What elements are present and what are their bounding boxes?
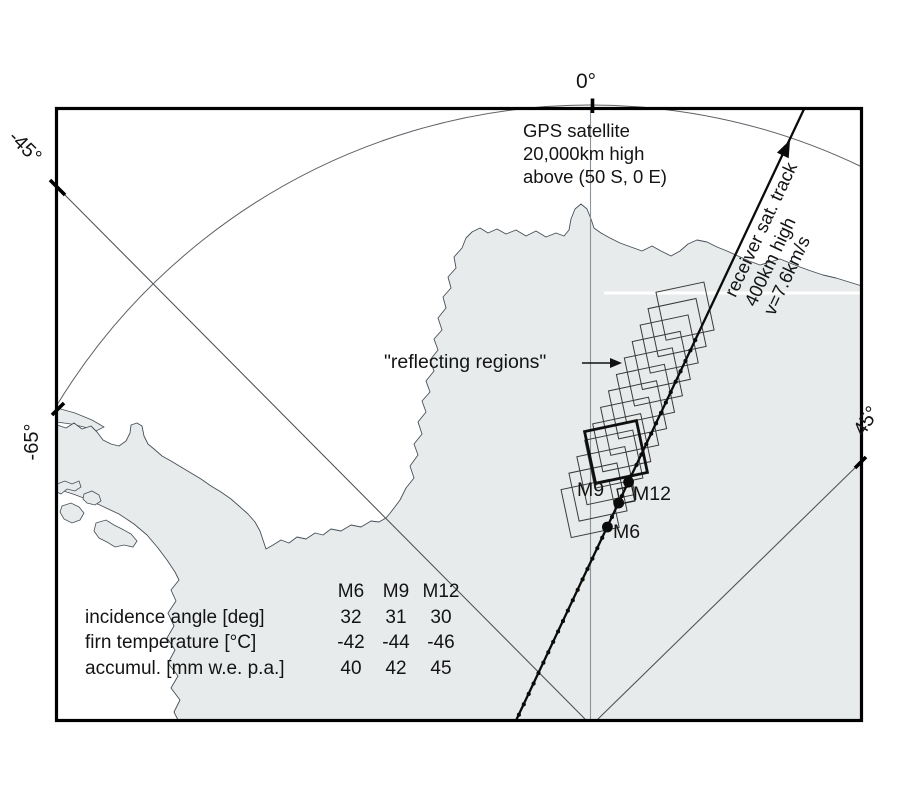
- track-dots: [575, 587, 580, 592]
- cell-accumul-m6: 40: [340, 657, 362, 679]
- cell-firn-m9: -44: [382, 632, 410, 653]
- cell-firn-m12: -46: [427, 632, 455, 653]
- track-dots: [585, 567, 590, 572]
- track-dots: [639, 452, 644, 457]
- track-dots: [560, 619, 566, 624]
- table-col-m9: M9: [382, 581, 410, 602]
- row-label-firn-temp: firn temperature [°C]: [85, 632, 257, 653]
- cell-incidence-m12: 30: [430, 606, 452, 628]
- scan-artifact-line: [604, 291, 880, 295]
- reflecting-squares: [576, 445, 636, 506]
- track-dots: [658, 410, 664, 415]
- gps-annotation-line2: 20,000km high: [523, 143, 645, 164]
- track-dots: [516, 712, 521, 717]
- track-dots: [595, 546, 600, 551]
- reflecting-squares: [599, 396, 660, 456]
- track-dots: [551, 639, 556, 644]
- track-dots: [688, 348, 693, 353]
- marker-dot-m9: [613, 497, 625, 509]
- reflecting-squares: [631, 330, 691, 391]
- track-dots: [609, 514, 615, 520]
- track-dots: [693, 338, 698, 343]
- gps-annotation-line3: above (50 S, 0 E): [523, 166, 667, 187]
- track-dots: [668, 390, 673, 395]
- track-dots: [644, 442, 649, 447]
- table-col-m6: M6: [337, 581, 365, 602]
- island: [56, 480, 82, 495]
- track-dots: [570, 598, 575, 603]
- track-dots: [580, 577, 585, 582]
- track-dots: [673, 379, 678, 384]
- cell-incidence-m6: 32: [340, 606, 362, 628]
- reflecting-regions-label: "reflecting regions": [384, 351, 547, 373]
- marker-dot-m6: [602, 521, 613, 533]
- table-col-m12: M12: [422, 581, 460, 602]
- track-dots: [526, 691, 531, 696]
- reflecting-squares: [623, 347, 684, 407]
- row-label-accumul: accumul. [mm w.e. p.a.]: [85, 657, 285, 679]
- track-dots: [678, 369, 683, 374]
- cell-firn-m6: -42: [337, 632, 365, 653]
- latitude-arc-65: [56, 104, 863, 406]
- marker-label-m6: M6: [613, 521, 641, 543]
- track-dots: [619, 494, 624, 499]
- reflecting-square-bold: [582, 418, 650, 486]
- meridian-minus45-line: [56, 186, 586, 720]
- latitude-65-label: -65°: [21, 423, 43, 461]
- reflecting-squares: [607, 380, 668, 440]
- reflecting-squares: [655, 281, 715, 341]
- marker-label-m9: M9: [577, 479, 605, 501]
- track-dots: [541, 660, 546, 665]
- table-row: incidence angle [deg] 32 31 30: [85, 605, 462, 631]
- gps-satellite-annotation: GPS satellite 20,000km high above (50 S,…: [523, 119, 667, 188]
- meridian-45-line: [597, 460, 863, 720]
- track-dots: [556, 629, 561, 634]
- meridian-0-label: 0°: [576, 70, 597, 93]
- track-dots: [634, 462, 639, 468]
- table-row: firn temperature [°C] -42 -44 -46: [85, 630, 462, 656]
- marker-dot-m12: [623, 476, 634, 488]
- cell-incidence-m9: 31: [385, 606, 407, 628]
- track-dots: [590, 556, 595, 561]
- track-dots: [649, 431, 654, 436]
- reflecting-squares: [615, 363, 676, 424]
- island: [82, 490, 102, 506]
- reflecting-squares: [584, 429, 644, 489]
- reflecting-squares: [639, 314, 699, 374]
- row-label-incidence: incidence angle [deg]: [85, 606, 265, 628]
- gps-annotation-line1: GPS satellite: [523, 120, 630, 141]
- track-dots: [663, 400, 668, 405]
- site-data-table: M6 M9 M12 incidence angle [deg] 32 31 30…: [85, 579, 462, 681]
- island: [59, 502, 85, 524]
- track-dots: [521, 702, 526, 707]
- track-dots: [546, 650, 551, 655]
- track-dots: [629, 473, 634, 478]
- reflecting-squares: [647, 297, 707, 358]
- track-dots: [683, 358, 688, 363]
- reflect-arrow-head: [610, 358, 622, 368]
- reflecting-squares: [592, 413, 652, 473]
- track-arrowhead: [776, 140, 790, 159]
- table-header-row: M6 M9 M12: [85, 579, 462, 605]
- cell-accumul-m9: 42: [385, 657, 407, 679]
- map-frame: [54, 106, 864, 723]
- cell-accumul-m12: 45: [430, 657, 452, 679]
- track-dots: [600, 535, 605, 540]
- table-corner-spacer: [85, 579, 327, 605]
- track-dots: [536, 671, 541, 676]
- track-dots: [531, 681, 536, 686]
- marker-label-m12: M12: [633, 483, 671, 505]
- island: [93, 519, 138, 548]
- track-dots: [654, 421, 659, 426]
- track-dots: [565, 608, 570, 613]
- table-row: accumul. [mm w.e. p.a.] 40 42 45: [85, 656, 462, 682]
